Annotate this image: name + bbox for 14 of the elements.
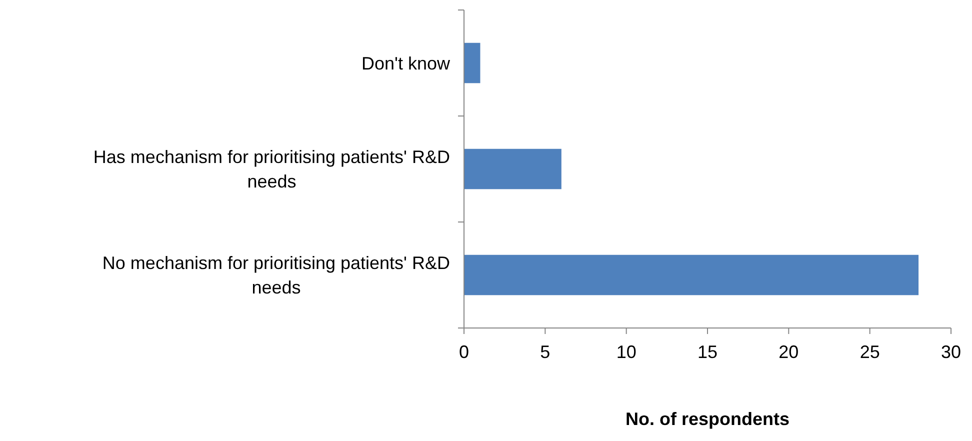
bar [464, 254, 919, 296]
y-tick-label: No mechanism for prioritising patients' R&D needs [102, 253, 450, 298]
bar [464, 42, 480, 84]
x-tick-label: 10 [616, 342, 636, 362]
bar [464, 148, 562, 190]
x-tick-label: 5 [540, 342, 550, 362]
x-tick-label: 15 [697, 342, 718, 362]
x-tick-label: 25 [860, 342, 880, 362]
y-tick-label: Don't know [362, 53, 451, 74]
y-tick-label: Has mechanism for prioritising patients' R&D needs [93, 147, 450, 192]
x-tick-label: 0 [458, 342, 470, 362]
x-tick-label: 30 [940, 342, 962, 362]
x-axis-title: No. of respondents [625, 409, 790, 429]
x-tick-label: 20 [778, 342, 799, 362]
